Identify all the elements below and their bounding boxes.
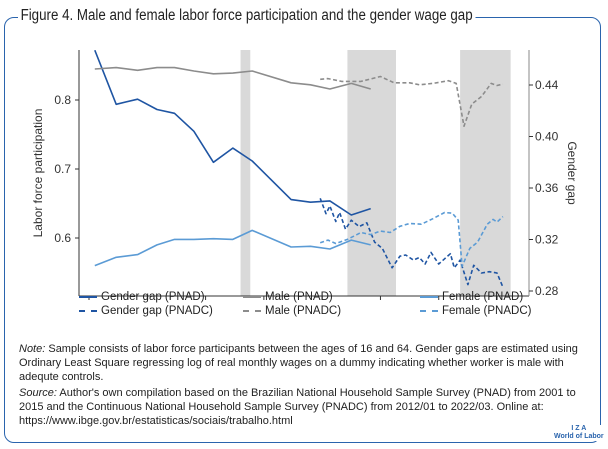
logo-line2: World of Labor (554, 433, 604, 440)
line-chart: 200120042007201020132016201920220.60.70.… (31, 50, 579, 300)
y-right-tick-label: 0.32 (535, 233, 559, 247)
source-body: Author's own compilation based on the Br… (19, 387, 576, 427)
note-label: Note: (19, 343, 46, 355)
series-line-female-pnadc (319, 211, 504, 268)
legend-swatch (243, 296, 261, 298)
note-text: Note: Sample consists of labor force par… (19, 342, 599, 384)
legend-label: Female (PNADC) (442, 305, 532, 317)
legend-label: Gender gap (PNAD) (101, 291, 205, 303)
legend-swatch (243, 310, 261, 312)
y-right-axis-label: Gender gap (565, 141, 579, 205)
y-right-tick-label: 0.40 (535, 130, 559, 144)
y-left-tick-label: 0.8 (54, 93, 71, 107)
legend-label: Female (PNAD) (442, 291, 524, 303)
legend-swatch (79, 310, 97, 312)
y-left-tick-label: 0.7 (54, 162, 71, 176)
legend-label: Male (PNAD) (265, 291, 333, 303)
shaded-period (460, 50, 511, 296)
y-right-tick-label: 0.36 (535, 181, 559, 195)
legend-swatch (420, 310, 438, 312)
series-line-male-pnad (94, 66, 371, 90)
legend-label: Gender gap (PNADC) (101, 305, 213, 317)
y-left-tick-label: 0.6 (54, 231, 71, 245)
legend-item-gender-gap-pnadc: Gender gap (PNADC) (79, 305, 213, 317)
y-left-axis-label: Labor force participation (31, 109, 45, 238)
legend-item-female-pnad: Female (PNAD) (420, 291, 523, 303)
logo-line1: I Z A (571, 425, 587, 432)
figure-title: Figure 4. Male and female labor force pa… (18, 7, 476, 25)
shaded-period (347, 50, 396, 296)
series-line-male-pnadc (320, 75, 504, 127)
series-line-gender-gap-pnadc (319, 198, 504, 288)
series-line-female-pnad (94, 229, 371, 267)
legend-item-gender-gap-pnad: Gender gap (PNAD) (79, 291, 205, 303)
y-right-tick-label: 0.28 (535, 284, 559, 298)
legend-swatch (79, 296, 97, 298)
source-text: Source: Author's own compilation based o… (19, 386, 599, 428)
y-right-tick-label: 0.44 (535, 78, 559, 92)
legend-item-male-pnad: Male (PNAD) (243, 291, 333, 303)
iza-logo: I Z A World of Labor (552, 425, 606, 441)
legend-item-female-pnadc: Female (PNADC) (420, 305, 531, 317)
shaded-period (240, 50, 251, 296)
source-label: Source: (19, 387, 57, 399)
legend-item-male-pnadc: Male (PNADC) (243, 305, 341, 317)
note-body: Sample consists of labor force participa… (19, 343, 578, 383)
legend-swatch (420, 296, 438, 298)
series-line-gender-gap-pnad (94, 50, 371, 216)
legend-label: Male (PNADC) (265, 305, 342, 317)
